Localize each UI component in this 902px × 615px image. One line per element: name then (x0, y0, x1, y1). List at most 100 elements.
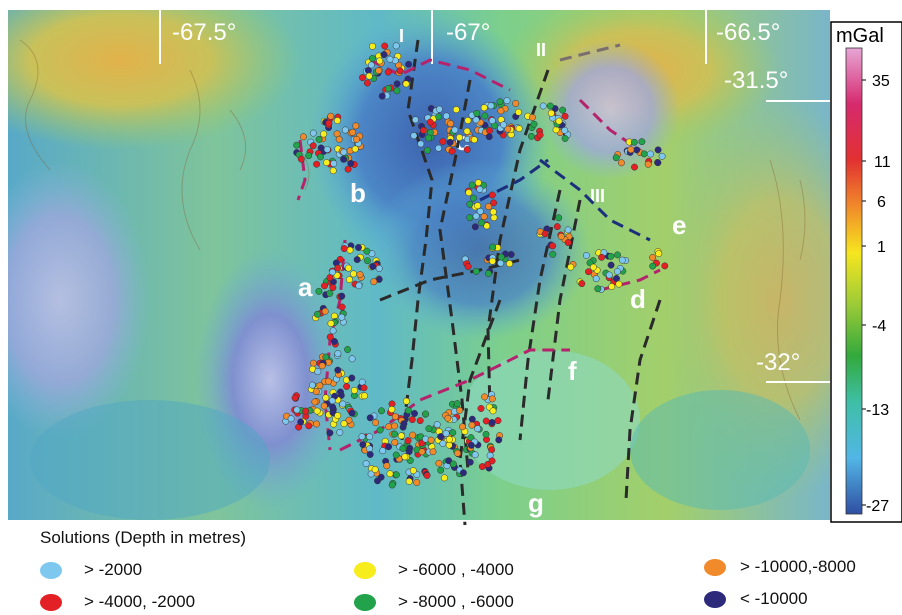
solution-point (326, 429, 334, 437)
solution-point (344, 346, 352, 353)
solution-point (655, 250, 663, 258)
solution-point (435, 459, 443, 467)
solution-point (323, 159, 331, 167)
solution-point (359, 441, 367, 449)
solution-point (391, 438, 399, 446)
solution-point (380, 51, 388, 59)
solution-point (326, 274, 334, 282)
solution-point (527, 132, 535, 140)
solution-point (417, 140, 425, 148)
solution-point (446, 138, 454, 146)
solution-point (343, 383, 351, 390)
solution-point (311, 398, 319, 406)
solution-point (484, 270, 492, 277)
solution-point (449, 429, 457, 437)
solution-point (339, 400, 347, 408)
solution-point (605, 271, 613, 279)
solution-point (448, 147, 456, 155)
solution-point (384, 84, 392, 92)
lat-label: -31.5° (724, 67, 788, 94)
legend-swatch (354, 593, 376, 611)
solution-point (355, 244, 362, 251)
solution-point (327, 112, 335, 120)
solution-point (408, 416, 416, 424)
solution-point (340, 245, 348, 252)
lon-label: -67.5° (172, 19, 236, 46)
solution-point (347, 159, 355, 167)
solution-point (564, 226, 572, 234)
solution-point (366, 414, 374, 422)
solution-point (471, 451, 479, 459)
solution-point (388, 481, 396, 489)
solution-point (427, 436, 435, 444)
solution-point (316, 382, 324, 390)
lineament-line (599, 268, 661, 292)
lineament-line (400, 39, 434, 441)
solution-point (393, 87, 401, 95)
solution-point (435, 105, 443, 113)
solution-point (464, 263, 472, 270)
colorbar-unit: mGal (836, 25, 884, 47)
solution-point (320, 402, 328, 410)
solution-point (507, 251, 515, 258)
solution-point (489, 208, 497, 216)
solution-point (309, 129, 317, 137)
solution-point (472, 212, 480, 220)
solution-point (649, 262, 657, 270)
solution-point (468, 181, 476, 189)
solution-point (302, 407, 310, 415)
solution-point (376, 57, 384, 65)
solution-point (386, 470, 394, 478)
solution-point (426, 118, 434, 126)
solution-point (486, 127, 494, 135)
colorbar-tick: 1 (877, 239, 886, 256)
legend-swatch (704, 558, 726, 576)
solution-point (329, 327, 337, 335)
solution-point (485, 133, 493, 141)
solution-point (467, 441, 475, 449)
solution-point (607, 261, 615, 269)
solution-point (474, 425, 482, 433)
lineaments (296, 39, 662, 526)
solution-point (391, 422, 398, 430)
colorbar-tick: 35 (872, 73, 890, 90)
solution-point (654, 159, 662, 167)
solution-point (442, 112, 450, 120)
colorbar-tick: -4 (872, 318, 886, 335)
zone-label: d (630, 284, 646, 314)
solution-point (539, 102, 547, 110)
solution-point (631, 163, 638, 171)
solution-point (330, 160, 338, 167)
solution-point (561, 112, 569, 120)
solution-point (344, 264, 352, 272)
solution-point (515, 125, 523, 133)
solution-point (497, 107, 505, 115)
lineament-line (539, 158, 651, 242)
solution-point (401, 453, 409, 461)
solution-point (503, 97, 511, 105)
solution-point (402, 397, 410, 405)
solution-point (494, 417, 502, 425)
legend-swatch (354, 561, 376, 579)
solution-point (378, 407, 385, 415)
solution-point (334, 366, 342, 374)
solution-point (324, 377, 332, 385)
solution-point (309, 359, 317, 367)
solution-point (297, 418, 305, 426)
solution-point (334, 264, 342, 272)
solution-point (355, 282, 363, 290)
solution-point (482, 417, 490, 425)
solution-point (615, 280, 623, 288)
lineament-line (546, 199, 582, 401)
solution-point (293, 406, 301, 414)
legend-swatch (40, 593, 62, 611)
solution-point (326, 333, 334, 341)
colorbar: mGal 35 11 6 1 -4 -13 -27 (830, 21, 902, 523)
solution-point (504, 125, 512, 133)
solution-point (320, 130, 328, 138)
legend-swatch (704, 590, 726, 608)
solution-point (489, 257, 496, 265)
solution-point (470, 136, 478, 144)
legend-label: > -8000 , -6000 (398, 592, 514, 611)
solution-point (488, 457, 496, 465)
